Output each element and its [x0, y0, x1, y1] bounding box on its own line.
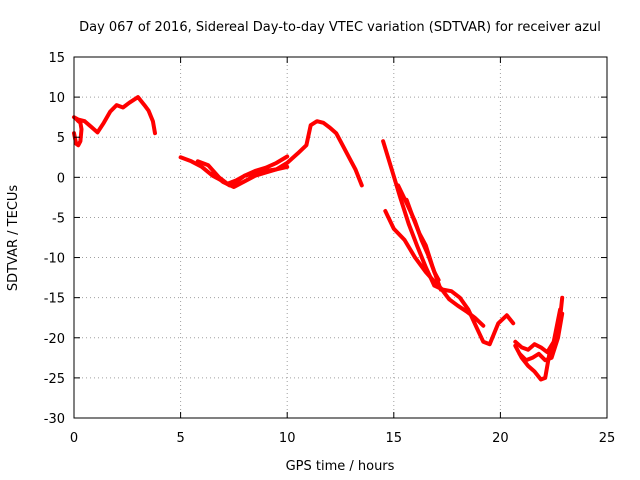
y-tick-label: 0 [57, 171, 65, 186]
x-tick-label: 15 [386, 431, 403, 446]
x-axis-label: GPS time / hours [286, 459, 395, 474]
x-tick-label: 20 [492, 431, 509, 446]
y-tick-label: 15 [48, 51, 65, 66]
series-line-arc-2 [178, 119, 364, 188]
series-line-arc-5 [381, 139, 516, 347]
axes: -30 -25 -20 -15 -10 -5 0 5 10 15 0 5 10 15 20 25 [44, 51, 616, 446]
y-axis-label: SDTVAR / TECUs [6, 185, 21, 292]
x-tick-label: 25 [599, 431, 616, 446]
y-tick-label: 5 [57, 131, 65, 146]
series-line-arc-4 [210, 164, 290, 189]
y-tick-label: 10 [48, 91, 65, 106]
x-tick-label: 5 [176, 431, 184, 446]
series-layer [72, 95, 565, 382]
series-line-arc-8 [404, 197, 443, 292]
y-tick-label: -30 [44, 412, 65, 427]
grid [74, 57, 607, 418]
series-line-arc-10 [513, 307, 563, 355]
x-tick-label: 0 [70, 431, 78, 446]
y-tick-label: -20 [44, 332, 65, 347]
y-tick-label: -15 [44, 292, 65, 307]
x-tick-label: 10 [279, 431, 296, 446]
series-line-arc-1 [72, 95, 157, 148]
series-line-arc-3 [195, 154, 290, 186]
chart-title: Day 067 of 2016, Sidereal Day-to-day VTE… [79, 20, 601, 35]
y-tick-label: -25 [44, 372, 65, 387]
y-tick-label: -5 [52, 211, 65, 226]
series-line-arc-11 [517, 311, 565, 363]
y-tick-label: -10 [44, 252, 65, 267]
plot-frame [73, 56, 608, 419]
